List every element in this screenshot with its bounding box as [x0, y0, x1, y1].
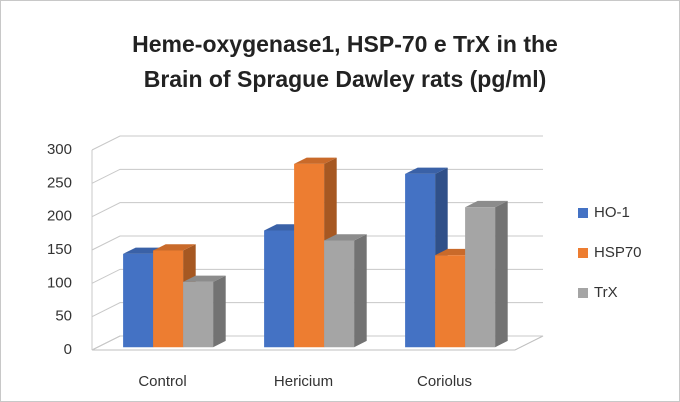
y-tick-label: 100 [47, 274, 72, 291]
y-tick-label: 150 [47, 241, 72, 258]
bar-face [294, 157, 337, 164]
x-tick-label: Coriolus [417, 373, 472, 390]
chart-title: Brain of Sprague Dawley rats (pg/ml) [144, 66, 547, 92]
legend-label: HSP70 [594, 244, 642, 261]
bar-face [183, 281, 214, 348]
bar-face [213, 275, 226, 348]
bar-face [435, 255, 466, 348]
bar-face [405, 173, 436, 348]
bar-face [324, 240, 355, 348]
bar-face [294, 163, 325, 348]
bar-face [153, 244, 196, 251]
bar-face [123, 253, 154, 348]
grid-line [91, 268, 543, 284]
x-tick-label: Hericium [274, 373, 333, 390]
y-tick-label: 0 [64, 341, 72, 358]
grid-line [91, 235, 543, 251]
bar-face [153, 250, 184, 348]
grid-line [91, 202, 543, 218]
bar-face [183, 275, 226, 282]
bar [183, 275, 226, 348]
grid-line [91, 135, 543, 151]
legend-label: HO-1 [594, 204, 630, 221]
legend-label: TrX [594, 284, 618, 301]
y-tick-label: 200 [47, 208, 72, 225]
legend-swatch [578, 248, 588, 258]
bar-face [354, 234, 367, 348]
chart-title: Heme-oxygenase1, HSP-70 e TrX in the [132, 31, 558, 57]
bar-face [465, 207, 496, 348]
bar-face [324, 234, 367, 241]
grid-line [91, 335, 543, 351]
bar [324, 234, 367, 348]
legend-swatch [578, 288, 588, 298]
grid-line [91, 168, 543, 184]
grid-line [91, 302, 543, 318]
bar-face [495, 200, 508, 348]
bar-face [264, 230, 295, 348]
y-tick-label: 300 [47, 141, 72, 158]
y-tick-label: 50 [55, 308, 72, 325]
legend-swatch [578, 208, 588, 218]
bar-face [465, 200, 508, 208]
bar [465, 200, 508, 348]
bar-face [405, 167, 448, 174]
y-tick-label: 250 [47, 174, 72, 191]
x-tick-label: Control [138, 373, 186, 390]
